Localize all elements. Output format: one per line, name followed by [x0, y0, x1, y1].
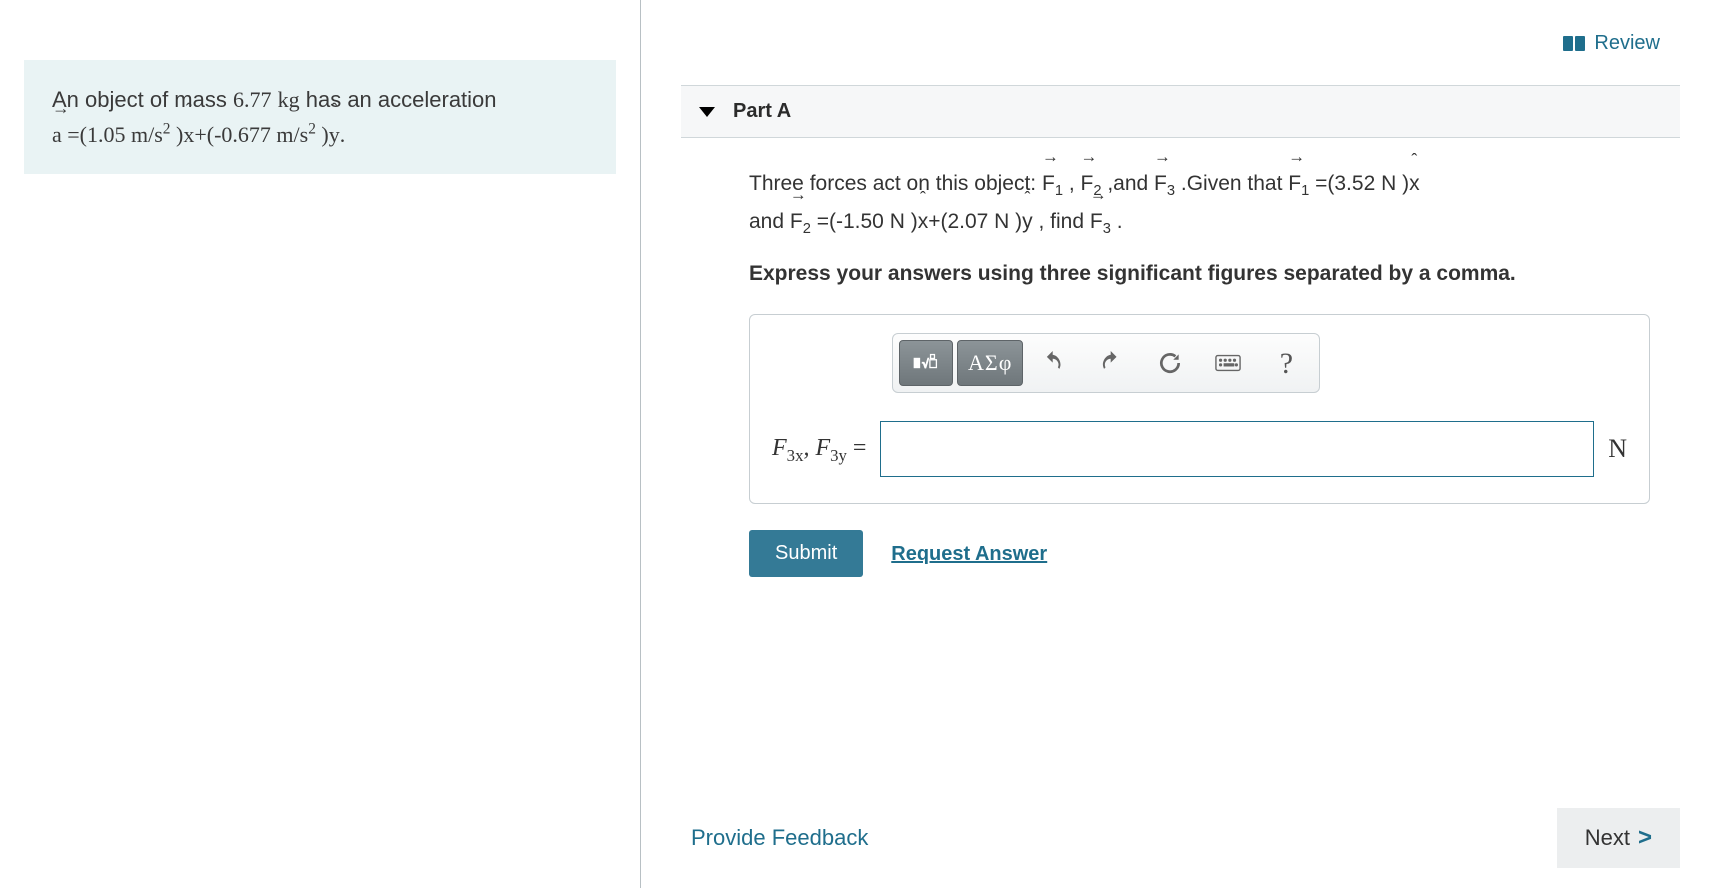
undo-button[interactable]	[1027, 340, 1081, 386]
q-f3-find: F→3	[1090, 210, 1111, 233]
answer-box: √ ΑΣφ	[749, 314, 1650, 504]
part-label: Part A	[733, 100, 791, 123]
next-button[interactable]: Next >	[1557, 808, 1680, 868]
q-f3: F→3	[1154, 172, 1175, 195]
templates-button[interactable]: √	[899, 340, 953, 386]
equation-toolbar: √ ΑΣφ	[892, 333, 1320, 393]
q-intro-b: .Given that	[1181, 172, 1288, 195]
submit-button[interactable]: Submit	[749, 530, 863, 577]
svg-text:√: √	[922, 358, 929, 371]
request-answer-link[interactable]: Request Answer	[891, 537, 1047, 571]
answer-unit: N	[1608, 427, 1627, 471]
greek-button[interactable]: ΑΣφ	[957, 340, 1023, 386]
mass-value: 6.77	[233, 87, 272, 112]
footer-row: Provide Feedback Next >	[681, 788, 1680, 888]
answer-lhs: F3x, F3y =	[772, 428, 866, 470]
answer-input[interactable]	[880, 421, 1594, 477]
caret-down-icon	[699, 107, 715, 117]
q-f2-val: F→2 =(-1.50 N )xˆ+(2.07 N )yˆ	[790, 210, 1033, 233]
right-pane: Review Part A Three forces act on this o…	[641, 0, 1710, 888]
next-label: Next	[1585, 825, 1630, 851]
mass-unit: kg	[278, 87, 300, 112]
submit-row: Submit Request Answer	[749, 530, 1650, 577]
left-pane: An object of mass 6.77 kg has an acceler…	[0, 0, 640, 888]
provide-feedback-link[interactable]: Provide Feedback	[691, 825, 868, 851]
keyboard-button[interactable]	[1201, 340, 1255, 386]
part-header[interactable]: Part A	[681, 85, 1680, 138]
answer-input-row: F3x, F3y = N	[772, 421, 1627, 477]
chevron-right-icon: >	[1638, 824, 1652, 852]
part-body: Three forces act on this object: F→1 , F…	[681, 138, 1680, 577]
layout: An object of mass 6.77 kg has an acceler…	[0, 0, 1710, 888]
problem-statement: An object of mass 6.77 kg has an acceler…	[24, 60, 616, 174]
review-label: Review	[1594, 32, 1660, 55]
review-button[interactable]: Review	[681, 24, 1680, 85]
reset-button[interactable]	[1143, 340, 1197, 386]
accel-expr: a→ =(1.05 m/s2 )xˆ+(-0.677 m/s2 )yˆ.	[52, 122, 345, 147]
q-f1: F→1	[1042, 172, 1063, 195]
problem-text-1: An object of mass	[52, 87, 233, 112]
help-button[interactable]: ?	[1259, 340, 1313, 386]
q-find: , find	[1039, 210, 1090, 233]
book-icon	[1562, 35, 1586, 53]
question-text: Three forces act on this object: F→1 , F…	[749, 166, 1650, 242]
q-and: and	[749, 210, 790, 233]
q-f1-val: F→1 =(3.52 N )xˆ	[1288, 172, 1419, 195]
answer-instruction: Express your answers using three signifi…	[749, 256, 1650, 292]
redo-button[interactable]	[1085, 340, 1139, 386]
